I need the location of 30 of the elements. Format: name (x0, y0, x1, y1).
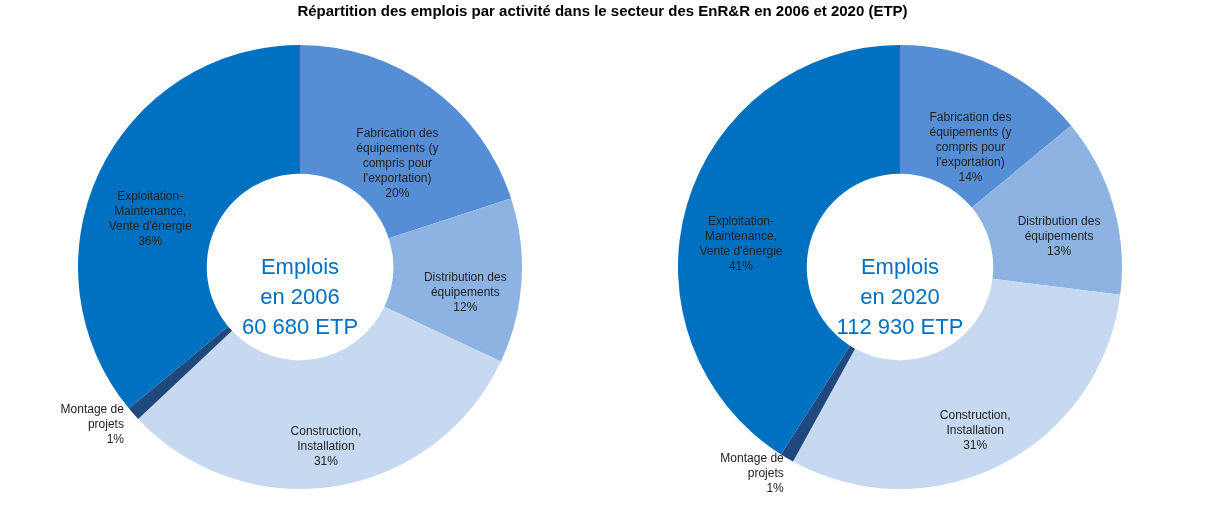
text: Emplois (260, 254, 340, 279)
slice-label: Montage de projets (60, 402, 125, 432)
text: Répartition des emplois par activité dans le secteur des EnR&R en 2006 et 2020 (ETP) (296, 1, 909, 21)
slice-label: Distribution des équipements (423, 270, 507, 300)
slice-label: Montage de projets (720, 451, 785, 481)
data-label: 1% (766, 481, 785, 496)
slice-label: Exploitation-Maintenance, Vente d'énergie (699, 213, 783, 258)
data-label: 12% (453, 300, 478, 315)
donut-slice (128, 326, 233, 419)
data-label: 41% (728, 258, 754, 273)
slice-label: Fabrication des équipements (y compris pour l'exportation) (929, 110, 1012, 170)
data-label: 36% (138, 234, 163, 249)
text: en 2020 (860, 284, 940, 309)
data-label: 1% (106, 432, 125, 447)
text: 60 680 ETP (241, 314, 359, 339)
slice-label: Construction, Installation (939, 407, 1011, 437)
data-label: 20% (385, 186, 410, 201)
donut-slice (384, 198, 522, 362)
slice-label: Exploitation-Maintenance, Vente d'énergie (108, 189, 192, 234)
data-label: 31% (963, 437, 988, 452)
donut-slice (300, 45, 512, 239)
data-label: 31% (313, 453, 339, 468)
slice-label: Distribution des équipements (1017, 213, 1101, 243)
text: Emplois (860, 254, 940, 279)
slice-label: Construction, Installation (290, 423, 362, 453)
text: 112 930 ETP (836, 314, 964, 339)
slice-label: Fabrication des équipements (y compris pour l'exportation) (356, 126, 439, 186)
data-label: 13% (1047, 243, 1072, 258)
data-label: 14% (958, 170, 983, 185)
text: en 2006 (260, 284, 340, 309)
